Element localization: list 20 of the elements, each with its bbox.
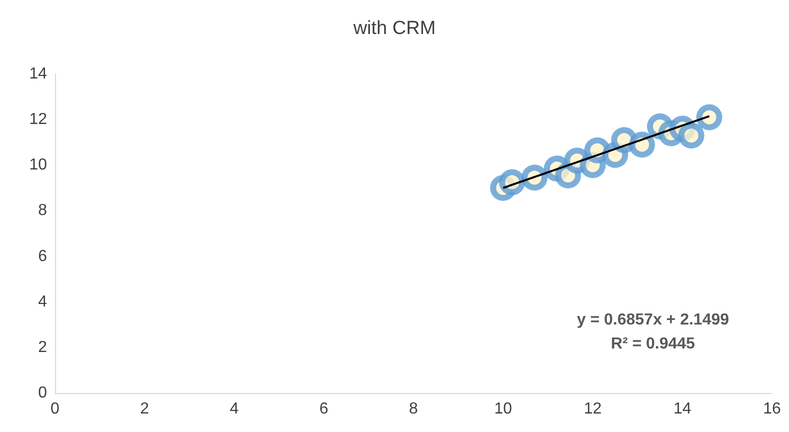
y-tick-label: 12 [29, 111, 48, 128]
x-tick-label: 14 [673, 400, 692, 418]
annotation: R² = 0.9445 [610, 336, 696, 352]
chart-title: with CRM [352, 18, 436, 39]
y-tick-label: 6 [38, 248, 48, 265]
y-tick-label: 2 [38, 338, 48, 356]
x-tick-label: 10 [494, 400, 512, 418]
x-tick-label: 2 [140, 400, 150, 418]
x-tick-label: 16 [763, 400, 781, 418]
x-tick-label: 0 [50, 400, 60, 418]
x-tick-label: 12 [584, 400, 602, 418]
y-tick-label: 4 [38, 293, 48, 310]
y-tick-label: 10 [29, 156, 48, 174]
x-tick-label: 8 [409, 400, 418, 418]
x-tick-label: 6 [319, 400, 328, 418]
y-tick-label: 14 [29, 66, 48, 82]
x-tick-label: 4 [230, 400, 239, 418]
y-tick-label: 0 [38, 384, 48, 402]
y-tick-label: 8 [38, 202, 48, 220]
annotation: y = 0.6857x + 2.1499 [576, 312, 730, 328]
